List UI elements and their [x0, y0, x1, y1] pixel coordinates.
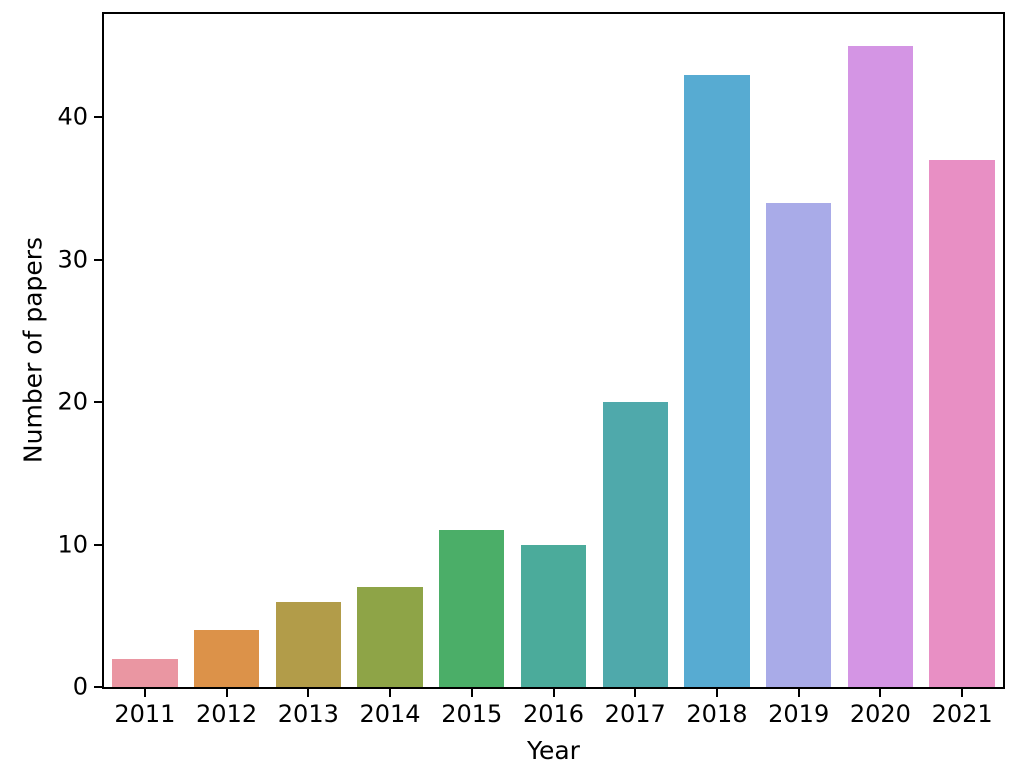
x-tick-2011	[143, 689, 146, 697]
x-tick-2019	[797, 689, 800, 697]
x-tick-label-2019: 2019	[768, 700, 830, 728]
y-tick-label-10: 10	[57, 530, 88, 559]
y-tick-20	[94, 401, 102, 404]
y-axis-label: Number of papers	[18, 236, 48, 464]
y-tick-label-20: 20	[57, 387, 88, 416]
y-tick-10	[94, 543, 102, 546]
bar-2017	[602, 402, 668, 687]
x-tick-2017	[634, 689, 637, 697]
x-tick-label-2018: 2018	[686, 700, 748, 728]
x-tick-label-2016: 2016	[522, 700, 585, 728]
y-tick-label-40: 40	[57, 102, 88, 131]
x-tick-2018	[715, 689, 718, 697]
x-tick-label-2015: 2015	[441, 700, 503, 728]
bar-2016	[520, 544, 587, 687]
bar-2015	[439, 530, 505, 687]
x-tick-2016	[552, 689, 555, 697]
x-tick-2013	[307, 689, 310, 697]
x-tick-label-2020: 2020	[849, 700, 911, 728]
bar-2012	[193, 630, 260, 687]
x-tick-label-2011: 2011	[114, 700, 176, 728]
bar-2018	[684, 74, 750, 687]
x-tick-2014	[389, 689, 392, 697]
bar-2011	[112, 658, 178, 687]
x-tick-2020	[879, 689, 882, 697]
bar-2020	[847, 46, 914, 687]
x-axis-label: Year	[527, 736, 580, 765]
y-tick-30	[94, 258, 102, 261]
y-tick-40	[94, 116, 102, 119]
x-tick-label-2017: 2017	[604, 700, 666, 728]
x-tick-label-2014: 2014	[359, 700, 421, 728]
x-tick-2012	[225, 689, 228, 697]
bar-2021	[929, 160, 995, 687]
y-tick-label-0: 0	[72, 672, 88, 701]
bar-2019	[765, 202, 832, 687]
bar-2013	[275, 601, 341, 687]
plot-area: 2011 2012 2013 2014 2015 2016 2017 2018 2019 2020…	[57, 12, 1005, 726]
bar-2014	[357, 587, 423, 687]
x-tick-label-2021: 2021	[931, 700, 993, 728]
y-tick-0	[94, 686, 102, 688]
x-tick-label-2012: 2012	[196, 700, 258, 728]
x-tick-label-2013: 2013	[277, 700, 339, 728]
x-tick-2015	[470, 689, 473, 697]
y-tick-label-30: 30	[57, 245, 88, 274]
x-tick-2021	[961, 689, 964, 697]
